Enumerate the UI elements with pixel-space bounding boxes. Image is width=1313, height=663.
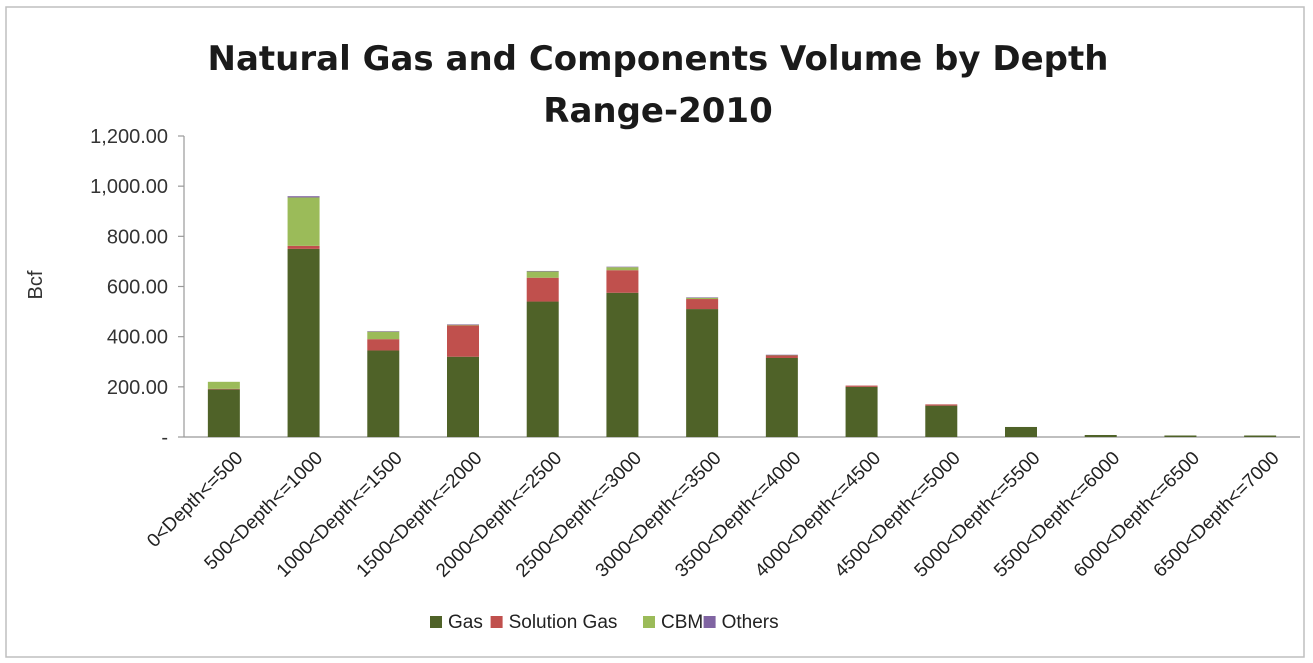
bar-gas <box>447 356 479 437</box>
y-axis-label: Bcf <box>25 270 47 299</box>
bar-solution-gas <box>287 245 320 249</box>
bar-gas <box>1244 435 1277 437</box>
bar-solution-gas <box>447 325 479 357</box>
legend-swatch <box>703 616 716 628</box>
bar-solution-gas <box>845 385 878 387</box>
y-tick-label: 600.00 <box>107 277 168 299</box>
bar-solution-gas <box>686 299 719 310</box>
bar-solution-gas <box>925 404 958 406</box>
bars <box>207 196 1277 437</box>
bar-cbm <box>287 197 320 246</box>
legend-swatch <box>490 616 503 628</box>
legend-label: Solution Gas <box>509 612 618 633</box>
bar-gas <box>686 309 719 437</box>
legend-label: Gas <box>448 612 483 633</box>
bar-gas <box>287 248 320 437</box>
bar-gas <box>1005 426 1037 437</box>
bar-others <box>447 324 479 325</box>
bar-gas <box>606 292 639 437</box>
chart-title-line-2: Range-2010 <box>543 91 772 131</box>
bar-cbm <box>765 354 798 356</box>
y-tick-label: - <box>161 427 168 449</box>
bar-others <box>287 196 320 198</box>
legend: Gas Solution Gas CBM Others <box>430 612 779 633</box>
bar-gas <box>925 405 958 437</box>
bar-solution-gas <box>367 339 400 351</box>
legend-swatch <box>430 616 442 628</box>
bar-gas <box>1164 435 1197 437</box>
bar-gas <box>207 389 240 437</box>
bar-solution-gas <box>207 388 240 390</box>
bar-cbm <box>526 271 559 278</box>
y-tick-label: 800.00 <box>107 226 168 248</box>
bar-solution-gas <box>526 277 559 302</box>
chart-title-line-1: Natural Gas and Components Volume by Dep… <box>208 39 1109 79</box>
bar-others <box>606 266 639 268</box>
bar-cbm <box>207 381 240 389</box>
y-tick-label: 1,000.00 <box>90 176 168 198</box>
bar-others <box>765 354 798 356</box>
y-ticks: - 200.00 400.00 600.00 800.00 1,000.00 1,200.0… <box>90 126 184 449</box>
bar-gas <box>845 386 878 437</box>
y-tick-label: 1,200.00 <box>90 126 168 148</box>
y-tick-label: 400.00 <box>107 327 168 349</box>
bar-cbm <box>447 324 479 326</box>
bar-others <box>526 270 559 272</box>
bar-others <box>686 297 719 298</box>
bar-cbm <box>606 267 639 271</box>
legend-label: CBM <box>661 612 703 633</box>
bar-gas <box>1084 434 1117 437</box>
bar-solution-gas <box>606 270 639 293</box>
legend-swatch <box>643 616 655 628</box>
bar-cbm <box>367 331 400 340</box>
bar-cbm <box>686 297 719 300</box>
bar-gas <box>765 357 798 437</box>
y-tick-label: 200.00 <box>107 377 168 399</box>
legend-label: Others <box>722 612 779 633</box>
bar-gas <box>526 301 559 437</box>
bar-gas <box>367 350 400 437</box>
bar-others <box>367 331 400 332</box>
bar-solution-gas <box>765 355 798 358</box>
chart-border <box>5 6 1305 658</box>
